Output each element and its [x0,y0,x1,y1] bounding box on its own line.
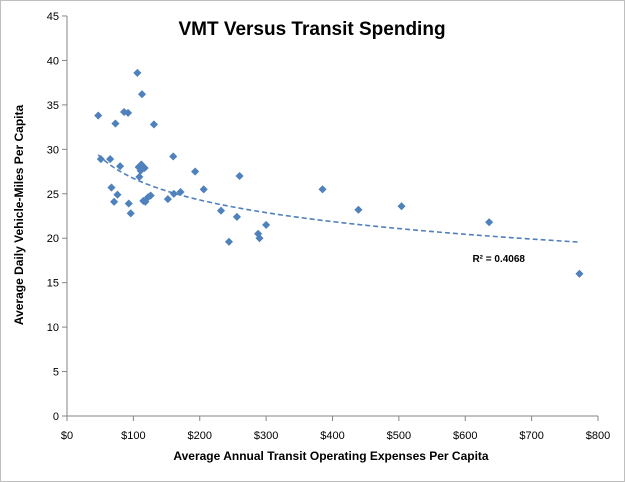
data-point [123,108,133,118]
x-tick-label: $0 [61,430,73,442]
data-point [235,171,244,181]
data-point [575,269,584,278]
data-point [126,209,135,218]
data-point [137,90,147,99]
y-tick-label: 35 [47,100,59,112]
data-point [135,172,144,182]
annotations: R² = 0.4068 [472,254,525,265]
data-point [169,189,179,198]
x-tick-label: $700 [519,430,543,442]
data-point [140,163,149,173]
data-point [397,202,406,211]
y-tick-label: 25 [47,189,59,201]
data-point [146,191,155,200]
data-point [190,167,200,176]
data-point [176,187,185,197]
data-point [232,212,242,222]
x-tick-label: $300 [254,430,278,442]
data-point [484,218,494,227]
y-axis-label: Average Daily Vehicle-Miles Per Capita [12,105,26,326]
chart-title: VMT Versus Transit Spending [178,19,445,40]
data-point [133,68,142,78]
y-tick-label: 5 [53,367,59,379]
x-tick-label: $600 [453,430,477,442]
data-point [94,111,103,120]
data-point [255,234,264,243]
data-point [113,190,122,199]
y-axis: 0 5 10 15 20 25 30 35 40 45 [47,11,68,423]
x-tick-label: $200 [188,430,212,442]
data-point [261,220,271,230]
data-point [149,120,159,129]
x-tick-label: $800 [586,430,610,442]
y-tick-label: 10 [47,322,59,334]
data-point [224,237,234,246]
data-point [216,206,226,215]
x-tick-label: $400 [320,430,344,442]
data-point [318,185,327,194]
y-tick-label: 45 [47,11,59,23]
data-point [115,162,125,171]
y-tick-label: 20 [47,233,59,245]
x-axis-label: Average Annual Transit Operating Expense… [173,449,489,463]
x-tick-label: $500 [387,430,411,442]
data-points [94,68,584,278]
data-point [124,199,133,208]
y-tick-label: 15 [47,278,59,290]
y-tick-label: 0 [53,411,59,423]
data-point [107,183,116,192]
data-point [96,154,106,164]
data-point [105,154,115,164]
x-tick-label: $100 [121,430,145,442]
data-point [199,185,208,194]
data-point [163,194,173,204]
trendline-group [97,154,580,243]
x-axis: $0 $100 $200 $300 $400 $500 $600 $700 $800 [61,415,610,442]
data-point [354,205,363,214]
data-point [111,119,120,128]
data-point [109,197,119,206]
data-point [169,152,178,161]
y-tick-label: 40 [47,55,59,67]
trendline [97,154,580,243]
r-squared-label: R² = 0.4068 [472,254,525,265]
y-tick-label: 30 [47,144,59,156]
